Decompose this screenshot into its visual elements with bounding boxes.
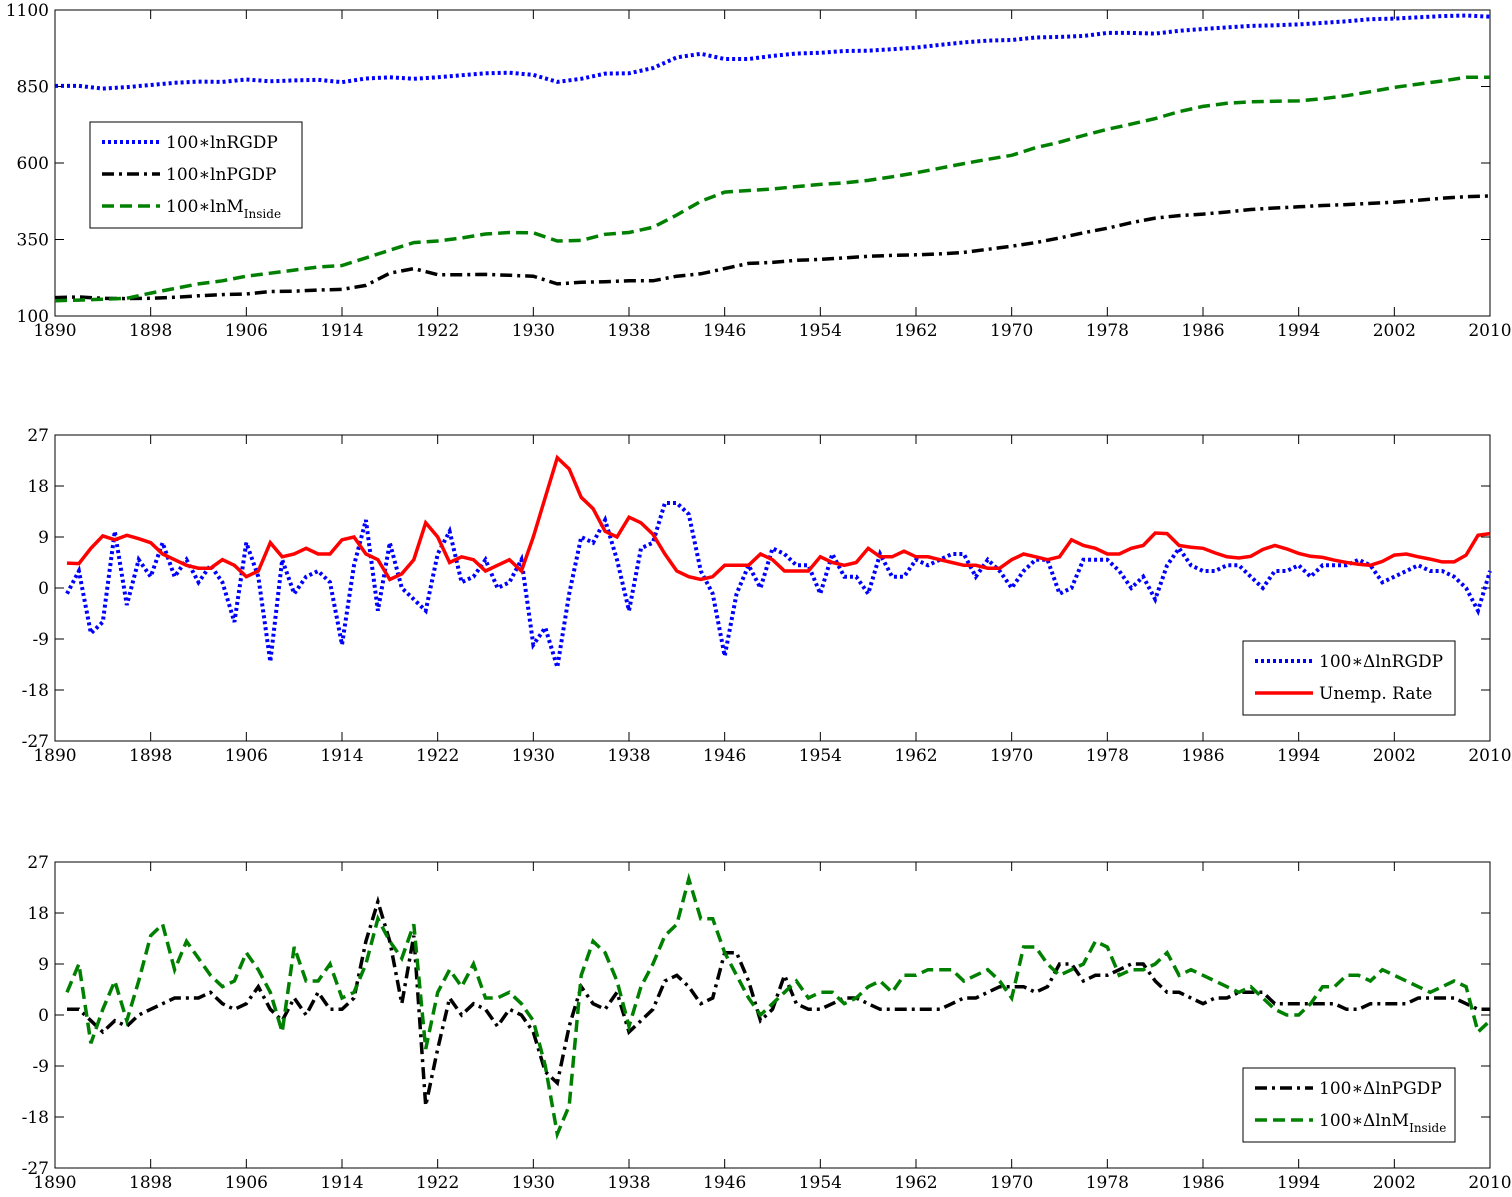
x-tick-label: 1986 <box>1181 1173 1224 1193</box>
y-tick-label: -27 <box>22 732 49 752</box>
x-tick-label: 2002 <box>1373 746 1416 766</box>
y-tick-label: 9 <box>38 955 49 975</box>
y-tick-label: 350 <box>17 231 49 251</box>
x-tick-label: 1994 <box>1277 1173 1320 1193</box>
x-tick-label: 1946 <box>703 746 746 766</box>
legend-subscript: Inside <box>244 207 281 221</box>
x-tick-label: 2002 <box>1373 1173 1416 1193</box>
legend: 100∗ΔlnPGDP 100∗ΔlnMInside <box>1242 1067 1456 1143</box>
x-tick-label: 1986 <box>1181 321 1224 341</box>
x-tick-label: 1898 <box>129 321 172 341</box>
legend-name: 100∗lnPGDP <box>166 165 276 185</box>
legend-subscript: Inside <box>1409 1121 1446 1135</box>
legend-box <box>89 121 303 229</box>
series-line <box>65 872 1492 1141</box>
x-tick-label: 1954 <box>799 321 842 341</box>
x-tick-label: 1906 <box>225 321 268 341</box>
y-tick-label: 9 <box>38 528 49 548</box>
x-tick-label: 2010 <box>1468 1173 1511 1193</box>
panel: 1890 1898 1906 1914 1922 1930 1938 1946 1954 1962… <box>22 853 1512 1193</box>
y-tick-label: 100 <box>17 307 49 327</box>
x-tick-label: 1946 <box>703 321 746 341</box>
x-tick-label: 1970 <box>990 321 1033 341</box>
y-tick-label: -9 <box>32 1057 49 1077</box>
x-tick-label: 1922 <box>416 321 459 341</box>
x-tick-label: 1994 <box>1277 321 1320 341</box>
y-tick-label: 1100 <box>6 1 49 21</box>
x-tick-label: 1962 <box>894 321 937 341</box>
x-tick-label: 1962 <box>894 1173 937 1193</box>
x-tick-label: 1978 <box>1086 321 1129 341</box>
x-tick-label: 1986 <box>1181 746 1224 766</box>
legend-name: 100∗ΔlnPGDP <box>1319 1079 1442 1099</box>
x-tick-label: 1938 <box>607 321 650 341</box>
x-tick-label: 1954 <box>799 746 842 766</box>
legend-label: 100∗lnMInside <box>166 197 281 221</box>
x-tick-label: 1914 <box>320 321 363 341</box>
legend: 100∗ΔlnRGDP Unemp. Rate <box>1242 640 1456 716</box>
x-tick-label: 1954 <box>799 1173 842 1193</box>
x-tick-label: 1890 <box>33 321 76 341</box>
x-tick-label: 1970 <box>990 1173 1033 1193</box>
legend-label: 100∗ΔlnRGDP <box>1319 652 1443 672</box>
legend: 100∗lnRGDP 100∗lnPGDP 100∗lnMInside <box>89 121 303 229</box>
x-tick-label: 2002 <box>1373 321 1416 341</box>
x-tick-label: 1914 <box>320 1173 363 1193</box>
x-tick-label: 1898 <box>129 1173 172 1193</box>
legend-name: 100∗ΔlnM <box>1319 1111 1409 1131</box>
y-tick-label: 18 <box>27 477 49 497</box>
y-tick-label: -27 <box>22 1159 49 1179</box>
y-tick-label: -18 <box>22 1108 49 1128</box>
legend-label: 100∗ΔlnMInside <box>1319 1111 1446 1135</box>
x-tick-label: 2010 <box>1468 321 1511 341</box>
x-tick-label: 1922 <box>416 746 459 766</box>
legend-box <box>1242 1067 1456 1143</box>
y-tick-label: 850 <box>17 78 49 98</box>
y-tick-label: -18 <box>22 681 49 701</box>
y-tick-label: 600 <box>17 154 49 174</box>
x-tick-label: 1890 <box>33 746 76 766</box>
x-tick-label: 1914 <box>320 746 363 766</box>
x-tick-label: 1930 <box>512 746 555 766</box>
x-tick-label: 1946 <box>703 1173 746 1193</box>
x-tick-label: 1930 <box>512 321 555 341</box>
panel: 1890 1898 1906 1914 1922 1930 1938 1946 1954 1962… <box>22 426 1512 766</box>
legend-name: 100∗lnM <box>166 197 244 217</box>
x-tick-label: 1978 <box>1086 1173 1129 1193</box>
legend-name: 100∗ΔlnRGDP <box>1319 652 1443 672</box>
y-tick-label: 0 <box>38 579 49 599</box>
series-line <box>66 454 1491 582</box>
y-tick-label: -9 <box>32 630 49 650</box>
x-tick-label: 1922 <box>416 1173 459 1193</box>
series-line <box>67 895 1490 1107</box>
x-tick-label: 1938 <box>607 746 650 766</box>
panel: 1890 1898 1906 1914 1922 1930 1938 1946 1954 1962… <box>6 1 1512 341</box>
x-tick-label: 1962 <box>894 746 937 766</box>
x-tick-label: 1906 <box>225 1173 268 1193</box>
series-line <box>54 75 1490 303</box>
y-tick-label: 0 <box>38 1006 49 1026</box>
y-tick-label: 27 <box>27 426 49 446</box>
legend-name: 100∗lnRGDP <box>166 133 278 153</box>
x-tick-label: 1890 <box>33 1173 76 1193</box>
x-tick-label: 1994 <box>1277 746 1320 766</box>
legend-box <box>1242 640 1456 716</box>
legend-label: 100∗ΔlnPGDP <box>1319 1079 1442 1099</box>
legend-label: 100∗lnPGDP <box>166 165 276 185</box>
x-tick-label: 1906 <box>225 746 268 766</box>
x-tick-label: 1978 <box>1086 746 1129 766</box>
x-tick-label: 1938 <box>607 1173 650 1193</box>
y-tick-label: 27 <box>27 853 49 873</box>
y-tick-label: 18 <box>27 904 49 924</box>
legend-label: Unemp. Rate <box>1319 684 1432 704</box>
x-tick-label: 2010 <box>1468 746 1511 766</box>
series-line <box>55 13 1491 91</box>
legend-name: Unemp. Rate <box>1319 684 1432 704</box>
x-tick-label: 1898 <box>129 746 172 766</box>
x-tick-label: 1930 <box>512 1173 555 1193</box>
x-tick-label: 1970 <box>990 746 1033 766</box>
series-line <box>54 194 1491 301</box>
legend-label: 100∗lnRGDP <box>166 133 278 153</box>
